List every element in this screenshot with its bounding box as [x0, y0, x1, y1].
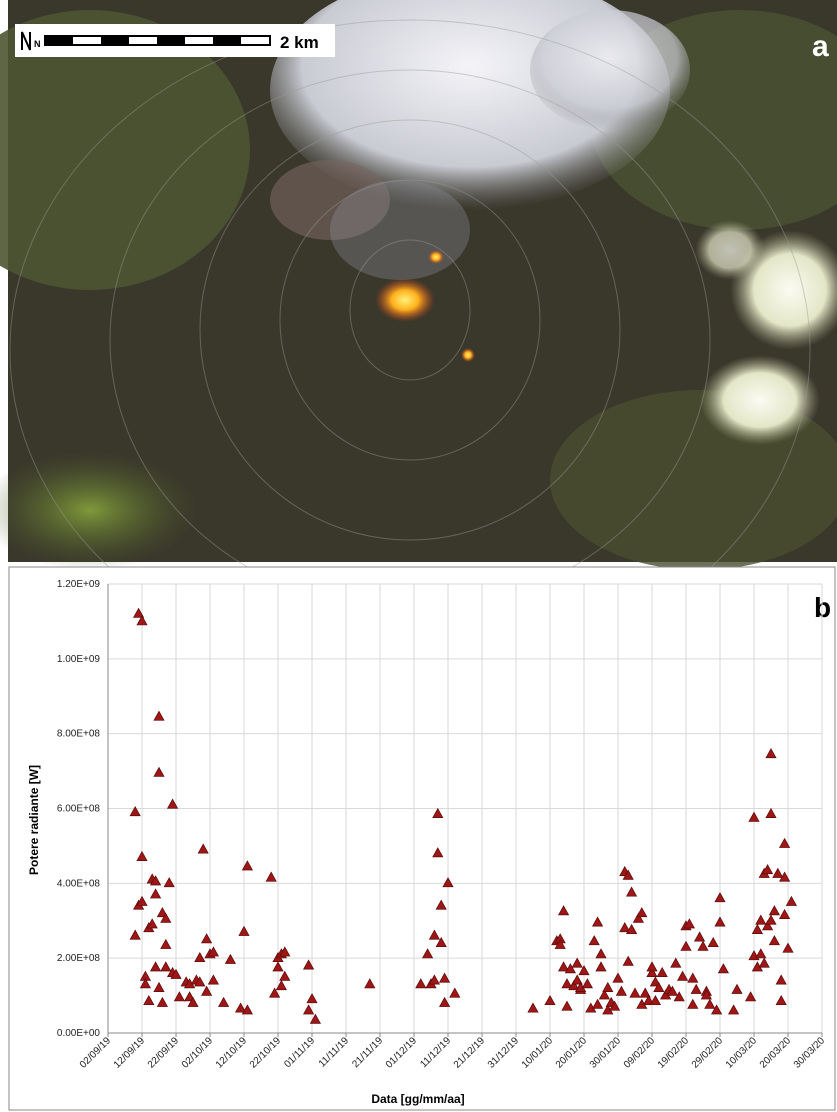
x-axis-title: Data [gg/mm/aa] — [371, 1092, 464, 1106]
panel-label: b — [814, 592, 831, 623]
y-tick-label: 2.00E+08 — [57, 953, 101, 964]
figure: N 2 km a b Data [gg/mm/aa] Potere radian… — [0, 0, 837, 1112]
y-tick-label: 1.20E+09 — [57, 579, 101, 590]
y-tick-label: 4.00E+08 — [57, 878, 101, 889]
chart-frame — [9, 567, 835, 1110]
scale-label: 2 km — [280, 33, 319, 52]
panel-label: a — [812, 30, 829, 63]
y-tick-label: 8.00E+08 — [57, 729, 101, 740]
y-axis-title: Potere radiante [W] — [27, 765, 41, 875]
page: N 2 km a b Data [gg/mm/aa] Potere radian… — [0, 0, 837, 1112]
north-label: N — [34, 39, 41, 49]
y-tick-label: 1.00E+09 — [57, 654, 101, 665]
y-tick-label: 0.00E+00 — [57, 1028, 101, 1039]
y-tick-label: 6.00E+08 — [57, 804, 101, 815]
